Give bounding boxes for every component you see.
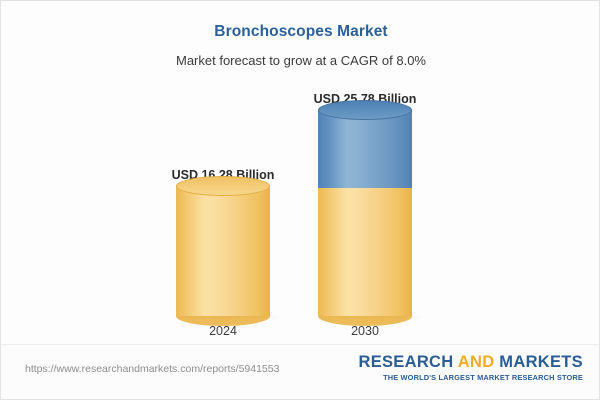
cylinder-2024[interactable] bbox=[176, 176, 270, 326]
cylinder-body bbox=[318, 186, 412, 316]
chart-subtitle: Market forecast to grow at a CAGR of 8.0… bbox=[176, 53, 426, 68]
cylinder-top-cap bbox=[176, 176, 270, 196]
brand-logo[interactable]: RESEARCH AND MARKETS THE WORLD'S LARGEST… bbox=[358, 353, 583, 382]
brand-name-and: AND bbox=[457, 353, 495, 371]
brand-name-part2: MARKETS bbox=[494, 353, 583, 371]
cylinder-2030[interactable] bbox=[318, 100, 412, 326]
chart-title: Bronchoscopes Market bbox=[214, 23, 388, 40]
cylinder-body bbox=[318, 110, 412, 188]
footer: https://www.researchandmarkets.com/repor… bbox=[1, 344, 599, 399]
cylinder-segment-base-2030 bbox=[318, 186, 412, 326]
brand-tagline: THE WORLD'S LARGEST MARKET RESEARCH STOR… bbox=[383, 373, 583, 383]
brand-name-part1: RESEARCH bbox=[358, 353, 458, 371]
source-url[interactable]: https://www.researchandmarkets.com/repor… bbox=[25, 363, 280, 375]
plot-area: USD 16.28 Billion 2024 USD 25.78 Billion bbox=[1, 81, 599, 338]
cylinder-top-cap bbox=[318, 100, 412, 120]
cylinder-body bbox=[176, 186, 270, 316]
category-label-2030: 2030 bbox=[351, 324, 379, 338]
brand-name: RESEARCH AND MARKETS bbox=[358, 353, 583, 371]
cylinder-segment-base-2024 bbox=[176, 176, 270, 326]
category-label-2024: 2024 bbox=[209, 324, 237, 338]
cylinder-segment-growth-2030 bbox=[318, 100, 412, 188]
